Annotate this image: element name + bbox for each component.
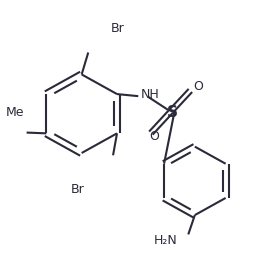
Text: H₂N: H₂N	[154, 234, 178, 247]
Text: S: S	[167, 105, 178, 120]
Text: Br: Br	[111, 22, 124, 35]
Text: Br: Br	[71, 183, 85, 196]
Text: Me: Me	[5, 106, 24, 119]
Text: NH: NH	[141, 88, 160, 101]
Text: O: O	[194, 80, 203, 93]
Text: O: O	[149, 130, 159, 143]
